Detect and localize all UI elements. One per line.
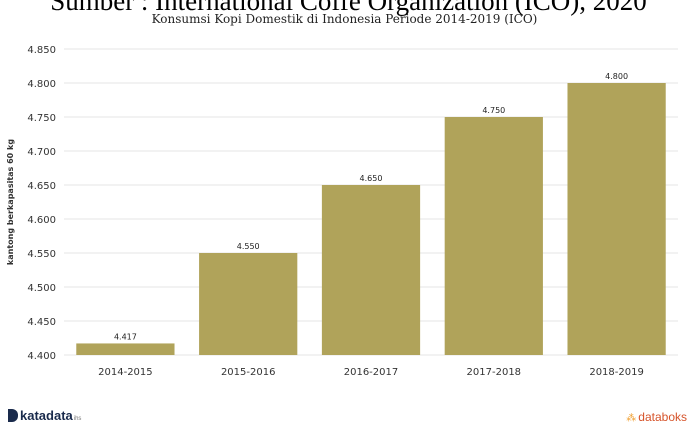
y-tick-label: 4.450 (27, 317, 56, 328)
x-tick-label: 2016-2017 (344, 367, 399, 378)
x-tick-label: 2017-2018 (467, 367, 522, 378)
data-labels: 4.417 4.550 4.650 4.750 4.800 (114, 72, 628, 341)
databoks-logo-text: databoks (638, 410, 687, 424)
katadata-logo-text: katadata (20, 408, 73, 423)
data-label: 4.550 (237, 242, 260, 251)
data-label: 4.417 (114, 332, 137, 341)
x-tick-label: 2018-2019 (589, 367, 644, 378)
bar-2015-2016 (199, 253, 298, 355)
y-tick-label: 4.850 (27, 45, 56, 56)
y-tick-label: 4.650 (27, 181, 56, 192)
y-tick-label: 4.800 (27, 79, 56, 90)
data-label: 4.750 (482, 106, 505, 115)
bar-2014-2015 (76, 343, 175, 355)
y-tick-label: 4.750 (27, 113, 56, 124)
y-tick-label: 4.700 (27, 147, 56, 158)
y-tick-label: 4.500 (27, 283, 56, 294)
y-axis-ticks: 4.400 4.450 4.500 4.550 4.600 4.650 4.700 4.750… (27, 45, 56, 362)
databoks-logo: ⁂ databoks (626, 410, 687, 424)
chart-title: Konsumsi Kopi Domestik di Indonesia Peri… (151, 12, 538, 26)
katadata-mark-icon (8, 409, 18, 422)
y-axis-label: kantong berkapasitas 60 kg (6, 139, 15, 265)
x-axis-ticks: 2014-2015 2015-2016 2016-2017 2017-2018 2018… (98, 367, 644, 378)
bar-2017-2018 (444, 117, 543, 355)
katadata-logo: katadataihs (8, 408, 81, 423)
y-tick-label: 4.400 (27, 351, 56, 362)
source-caption: Sumber : International Coffe Organizatio… (50, 0, 647, 16)
databoks-mark-icon: ⁂ (626, 413, 637, 424)
data-label: 4.800 (605, 72, 628, 81)
x-tick-label: 2015-2016 (221, 367, 276, 378)
y-tick-label: 4.600 (27, 215, 56, 226)
data-label: 4.650 (360, 174, 383, 183)
bar-2018-2019 (567, 83, 666, 355)
katadata-logo-subtext: ihs (73, 416, 82, 422)
x-tick-label: 2014-2015 (98, 367, 153, 378)
y-tick-label: 4.550 (27, 249, 56, 260)
bar-2016-2017 (321, 185, 421, 355)
bars (76, 83, 666, 355)
